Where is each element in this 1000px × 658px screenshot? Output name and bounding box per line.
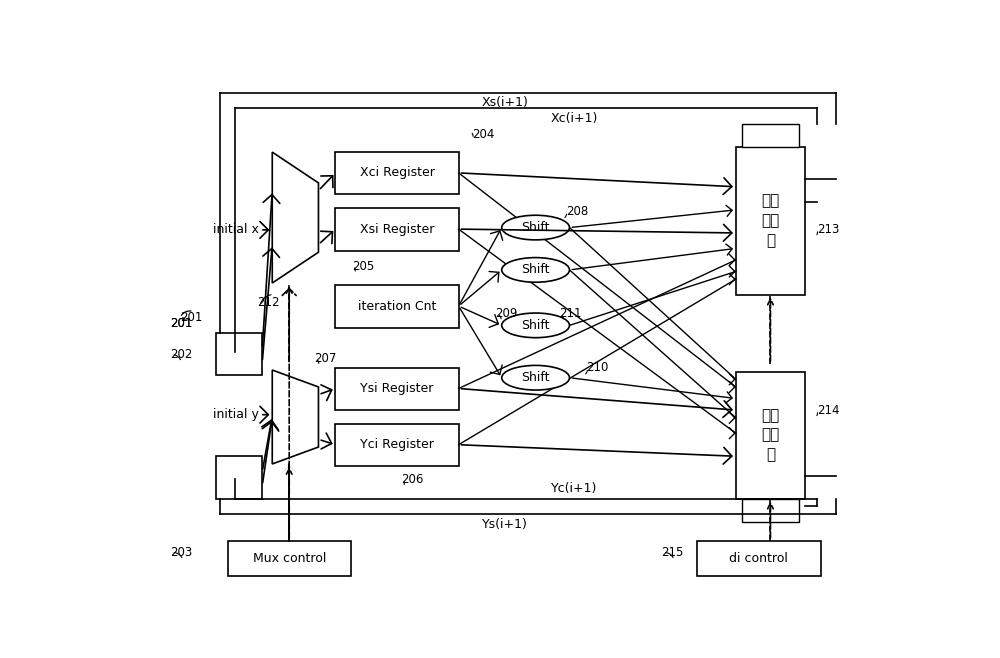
Bar xyxy=(742,499,799,522)
Text: 208: 208 xyxy=(566,205,589,218)
Text: 205: 205 xyxy=(352,259,375,272)
Text: Xs(i+1): Xs(i+1) xyxy=(481,96,528,109)
Polygon shape xyxy=(272,370,318,464)
Bar xyxy=(736,147,805,295)
Text: Xc(i+1): Xc(i+1) xyxy=(550,112,598,125)
Text: Xci Register: Xci Register xyxy=(360,166,434,180)
Text: Xsi Register: Xsi Register xyxy=(360,222,434,236)
Bar xyxy=(216,333,262,376)
Text: Shift: Shift xyxy=(521,221,550,234)
Text: 207: 207 xyxy=(314,352,336,365)
Text: 215: 215 xyxy=(661,546,683,559)
Text: iteration Cnt: iteration Cnt xyxy=(358,299,436,313)
Bar xyxy=(742,124,799,147)
Text: Yci Register: Yci Register xyxy=(360,438,434,451)
Ellipse shape xyxy=(502,215,569,240)
Text: 210: 210 xyxy=(586,361,608,374)
Text: 211: 211 xyxy=(559,307,581,320)
Text: initial y: initial y xyxy=(213,408,258,421)
Text: 213: 213 xyxy=(817,222,839,236)
Text: 212: 212 xyxy=(257,295,279,309)
Text: di control: di control xyxy=(729,552,788,565)
Text: Mux control: Mux control xyxy=(253,552,326,565)
Text: 201: 201 xyxy=(170,317,192,330)
Text: 压缩
加法
器: 压缩 加法 器 xyxy=(761,408,780,463)
Ellipse shape xyxy=(502,365,569,390)
Text: Ysi Register: Ysi Register xyxy=(360,382,434,395)
Text: 206: 206 xyxy=(401,473,423,486)
Text: 202: 202 xyxy=(170,348,192,361)
Text: 209: 209 xyxy=(496,307,518,320)
Text: Shift: Shift xyxy=(521,371,550,384)
Text: 压缩
加法
器: 压缩 加法 器 xyxy=(761,193,780,248)
Text: Ys(i+1): Ys(i+1) xyxy=(482,518,528,530)
Text: Yc(i+1): Yc(i+1) xyxy=(551,482,597,495)
Ellipse shape xyxy=(502,257,569,282)
Bar xyxy=(228,541,351,576)
Polygon shape xyxy=(272,152,318,283)
Bar xyxy=(335,424,459,467)
Bar xyxy=(697,541,821,576)
Bar xyxy=(335,286,459,328)
Text: Shift: Shift xyxy=(521,263,550,276)
Text: 214: 214 xyxy=(817,403,839,417)
Bar xyxy=(335,152,459,195)
Text: 204: 204 xyxy=(472,128,495,141)
Bar xyxy=(335,368,459,410)
Text: Shift: Shift xyxy=(521,319,550,332)
Bar xyxy=(216,456,262,499)
Bar xyxy=(736,372,805,499)
Text: initial x: initial x xyxy=(213,223,258,236)
Bar xyxy=(335,209,459,251)
Ellipse shape xyxy=(502,313,569,338)
Text: 203: 203 xyxy=(170,546,192,559)
Text: 201: 201 xyxy=(170,317,192,330)
Text: 201: 201 xyxy=(180,311,202,324)
